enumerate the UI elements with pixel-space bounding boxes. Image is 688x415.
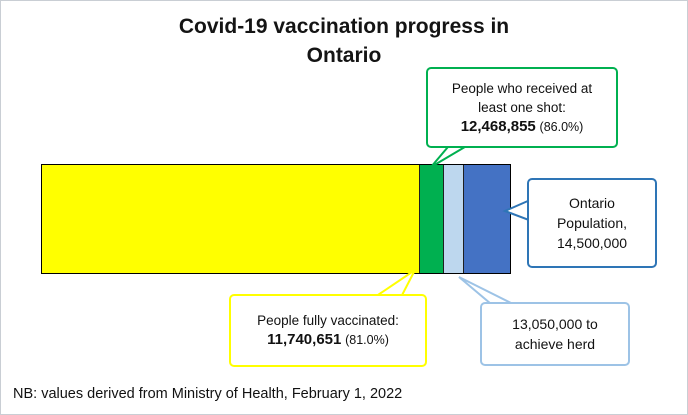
stacked-bar (41, 164, 511, 274)
source-note: NB: values derived from Ministry of Heal… (13, 386, 403, 402)
chart-title-line-2: Ontario (306, 44, 382, 67)
one-shot-percent: (86.0%) (539, 119, 584, 134)
herd-callout: 13,050,000 to achieve herd (480, 302, 630, 366)
chart-title-line-1: Covid-19 vaccination progress in (178, 15, 510, 38)
bar-segment-one-shot (418, 165, 443, 273)
one-shot-label-line-1: People who received at (451, 80, 593, 96)
fully-vaccinated-callout: People fully vaccinated: 11,740,651 (81.… (229, 294, 427, 367)
one-shot-value-line: 12,468,855 (86.0%) (461, 117, 584, 137)
population-text: Ontario Population, 14,500,000 (556, 195, 628, 251)
population-callout: Ontario Population, 14,500,000 (527, 178, 657, 268)
one-shot-callout: People who received at least one shot: 1… (426, 67, 618, 148)
bar-segment-population-remainder (462, 165, 511, 273)
fully-vaccinated-value: 11,740,651 (267, 331, 342, 348)
one-shot-label-line-2: least one shot: (478, 99, 566, 115)
herd-line-1: 13,050,000 to (512, 316, 598, 332)
fully-vaccinated-label: People fully vaccinated: (257, 313, 399, 328)
bar-segment-fully-vaccinated (42, 165, 419, 273)
bar-segment-herd-threshold (442, 165, 463, 273)
herd-line-2: achieve herd (514, 336, 596, 352)
fully-vaccinated-value-line: 11,740,651 (81.0%) (267, 330, 389, 350)
fully-vaccinated-percent: (81.0%) (345, 333, 389, 347)
one-shot-value: 12,468,855 (460, 117, 536, 135)
chart-title: Covid-19 vaccination progress in Ontario (1, 12, 687, 70)
